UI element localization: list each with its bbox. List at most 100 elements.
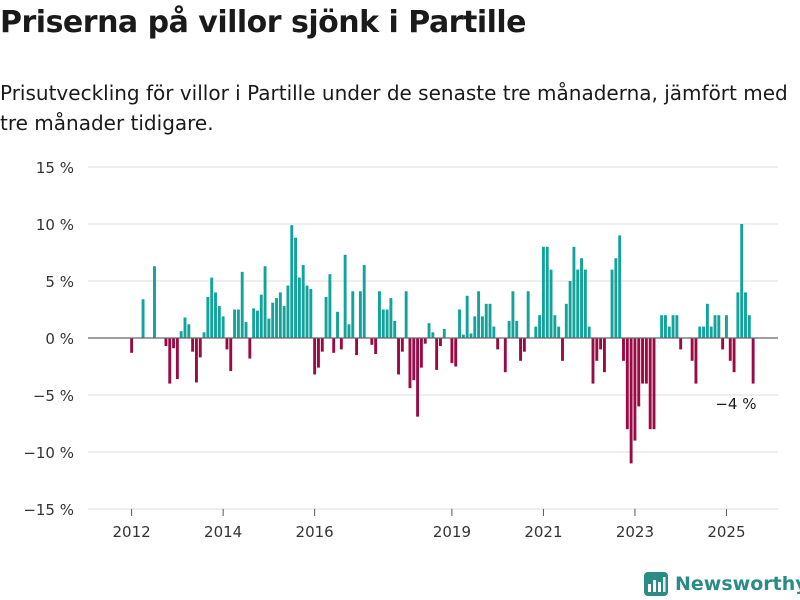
bar [667, 326, 671, 338]
bar [709, 326, 713, 338]
bar [724, 315, 728, 338]
bar [370, 338, 374, 345]
bar [679, 338, 683, 350]
bar [488, 303, 492, 338]
bar [248, 338, 252, 359]
bar [427, 323, 431, 338]
bar [515, 320, 519, 338]
bar [381, 309, 385, 338]
x-tick-label: 2016 [296, 523, 334, 541]
bar [255, 310, 259, 338]
bar [175, 338, 179, 380]
bar [675, 315, 679, 338]
bar [423, 338, 427, 344]
bar [324, 296, 328, 338]
bar [290, 225, 294, 338]
bar [397, 338, 400, 375]
bar [229, 338, 233, 372]
bar [660, 315, 664, 338]
bar [442, 328, 446, 338]
bar [252, 308, 256, 338]
bar [663, 315, 667, 338]
bar [191, 338, 195, 352]
newsworthy-logo: Newsworthy [643, 571, 800, 597]
bar [400, 338, 404, 352]
bar [221, 316, 225, 338]
bar [618, 235, 622, 338]
bar [545, 246, 549, 338]
bar [236, 309, 240, 338]
bar [477, 291, 481, 338]
x-tick-label: 2025 [707, 523, 745, 541]
x-tick-label: 2019 [433, 523, 471, 541]
bar [282, 306, 286, 338]
bar [602, 338, 606, 373]
page-title: Priserna på villor sjönk i Partille [0, 5, 527, 40]
bar [198, 338, 202, 358]
bar [461, 334, 465, 338]
bar [458, 309, 461, 338]
bar [278, 292, 282, 338]
y-tick-label: 10 % [36, 216, 74, 234]
bar [210, 277, 214, 338]
bar [610, 269, 614, 338]
bar [469, 333, 473, 338]
y-tick-label: −10 % [23, 444, 74, 462]
bar [179, 331, 183, 338]
bar [564, 303, 568, 338]
bar [465, 295, 469, 338]
bar [267, 318, 271, 338]
bar [286, 285, 290, 338]
bar [389, 298, 393, 338]
bar [347, 324, 351, 338]
bar [313, 338, 317, 375]
bar [591, 338, 595, 384]
bar [301, 265, 305, 338]
bar [732, 338, 736, 373]
newsworthy-logo-text: Newsworthy [675, 573, 800, 595]
bar [153, 266, 156, 338]
bar [439, 338, 442, 346]
bar [526, 291, 530, 338]
bar [622, 338, 625, 361]
bar [522, 338, 526, 352]
bar [374, 338, 378, 354]
bar [332, 338, 336, 353]
y-tick-label: 0 % [45, 330, 74, 348]
bar [244, 322, 248, 338]
bar [271, 302, 275, 338]
bar [358, 291, 362, 338]
x-tick-label: 2023 [616, 523, 654, 541]
bar [702, 326, 706, 338]
bar [744, 292, 747, 338]
bar [206, 296, 210, 338]
bar [214, 292, 217, 338]
bar [595, 338, 599, 361]
x-tick-label: 2012 [113, 523, 151, 541]
bar [416, 338, 420, 417]
bar [454, 338, 458, 367]
bar [561, 338, 564, 361]
bar [644, 338, 648, 384]
bar [728, 338, 732, 361]
bar [435, 338, 439, 370]
bar [747, 315, 751, 338]
bar [320, 338, 324, 352]
bar [694, 338, 698, 384]
bar [553, 315, 557, 338]
bar [351, 291, 355, 338]
bar [183, 317, 187, 338]
bar [336, 311, 339, 338]
bar [721, 338, 725, 350]
bar [378, 291, 381, 338]
bar [164, 338, 168, 346]
bar [194, 338, 198, 383]
bar [309, 288, 313, 338]
bar [187, 324, 191, 338]
bar [385, 309, 389, 338]
y-tick-label: −5 % [33, 387, 74, 405]
bar [717, 315, 721, 338]
bar [225, 338, 229, 350]
bar [587, 326, 591, 338]
